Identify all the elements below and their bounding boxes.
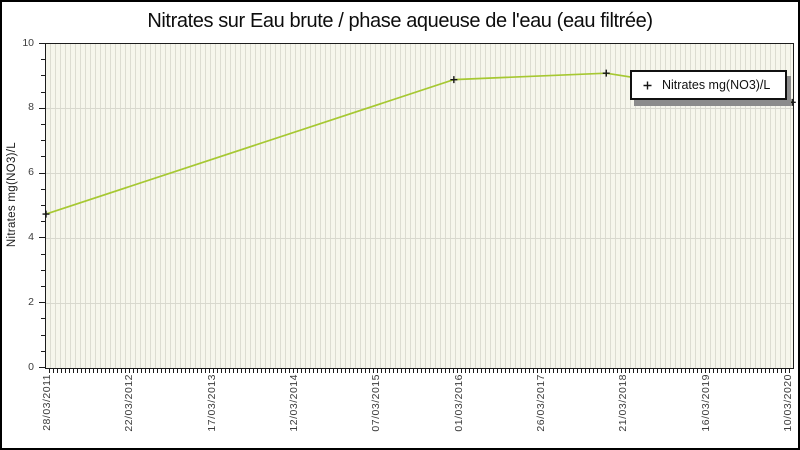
y-tick-label: 2: [28, 295, 34, 308]
y-minor-tick: [41, 59, 45, 61]
x-tick-label: 12/03/2014: [288, 374, 300, 432]
y-tick-label: 10: [22, 36, 34, 49]
y-minor-tick: [41, 205, 45, 206]
y-tick-label: 0: [28, 360, 34, 373]
y-major-tick: [39, 367, 45, 368]
y-minor-tick: [41, 269, 45, 271]
y-minor-tick: [41, 188, 45, 190]
x-tick-label: 17/03/2013: [205, 374, 218, 432]
x-tick-label: 21/03/2018: [617, 374, 630, 432]
series-marker-icon: [643, 81, 652, 89]
legend-box: Nitrates mg(NO3)/L: [630, 70, 787, 100]
y-tick-label: 6: [28, 166, 34, 179]
x-tick-label: 10/03/2020: [782, 374, 794, 432]
data-point-marker: [450, 76, 458, 84]
y-minor-tick: [41, 156, 45, 158]
data-point-marker: [602, 69, 610, 77]
x-tick-label: 22/03/2012: [123, 374, 136, 432]
y-minor-tick: [41, 140, 45, 142]
gridline-y-8: [46, 108, 793, 110]
y-major-tick: [39, 107, 45, 109]
y-tick-label: 4: [28, 230, 34, 243]
x-tick-label: 26/03/2017: [535, 374, 547, 432]
y-minor-tick: [41, 124, 45, 125]
x-tick-label: 28/03/2011: [41, 374, 53, 431]
y-minor-tick: [41, 221, 45, 223]
y-minor-tick: [41, 334, 45, 336]
data-point-marker: [788, 98, 796, 106]
y-major-tick: [39, 172, 45, 174]
y-minor-tick: [41, 75, 45, 77]
y-major-tick: [39, 237, 45, 239]
x-tick-label: 16/03/2019: [699, 374, 712, 432]
y-major-tick: [39, 302, 45, 304]
x-tick-label: 01/03/2016: [452, 374, 465, 432]
data-point-marker: [42, 210, 50, 218]
y-minor-tick: [41, 286, 45, 287]
y-minor-tick: [41, 253, 45, 255]
chart-title: Nitrates sur Eau brute / phase aqueuse d…: [147, 10, 653, 32]
y-minor-tick: [41, 318, 45, 320]
gridline-y-2: [46, 302, 793, 304]
x-tick-label: 07/03/2015: [370, 374, 383, 432]
legend-series-label: Nitrates mg(NO3)/L: [662, 78, 771, 92]
y-tick-label: 8: [28, 101, 34, 114]
gridline-y-4: [46, 237, 793, 239]
y-minor-tick: [41, 350, 45, 352]
y-minor-tick: [41, 91, 45, 93]
x-axis-tick-strip: [46, 369, 793, 373]
y-major-tick: [39, 43, 45, 44]
gridline-y-6: [46, 173, 793, 175]
